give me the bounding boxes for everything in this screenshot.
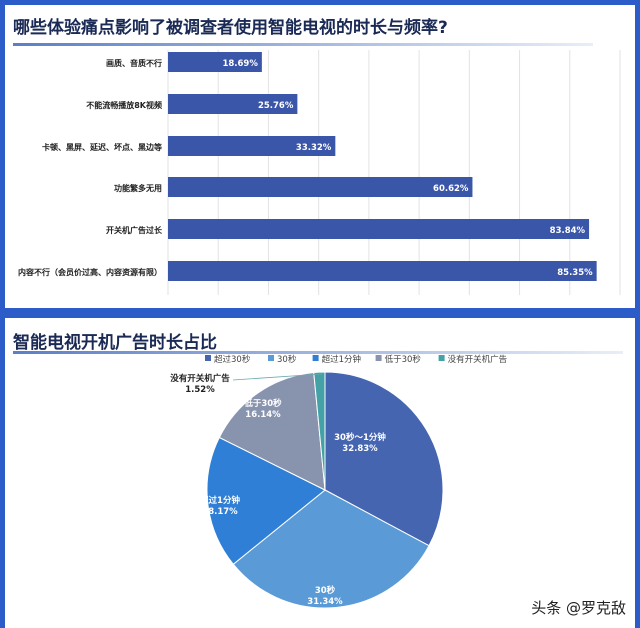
category-label: 内容不行（会员价过高、内容资源有限） bbox=[18, 267, 162, 277]
legend-swatch bbox=[438, 355, 445, 361]
slice-label: 没有开关机广告 bbox=[170, 373, 230, 384]
leader-line bbox=[232, 373, 323, 381]
legend-swatch bbox=[312, 355, 319, 361]
legend-item: 没有开关机广告 bbox=[448, 354, 508, 365]
bar bbox=[168, 177, 473, 197]
data-label: 33.32% bbox=[296, 143, 332, 153]
data-label: 83.84% bbox=[550, 226, 586, 236]
pie-slice bbox=[206, 436, 326, 565]
bar bbox=[168, 94, 298, 114]
slice-label: 低于30秒 bbox=[243, 398, 282, 409]
title-underline bbox=[13, 351, 623, 354]
data-label: 60.62% bbox=[433, 184, 469, 194]
slice-label: 30秒 bbox=[315, 585, 336, 596]
data-label: 85.35% bbox=[557, 268, 593, 278]
pie-slice bbox=[232, 489, 430, 609]
bar bbox=[168, 52, 262, 72]
legend-item: 30秒 bbox=[277, 354, 297, 365]
pie-chart-panel: 智能电视开机广告时长占比 超过30秒 30秒 超过1分钟 低于30秒 没有开关机广告 30… bbox=[5, 318, 635, 628]
pie-slice bbox=[313, 371, 326, 491]
bar bbox=[168, 261, 597, 281]
slice-value: 32.83% bbox=[342, 444, 378, 454]
category-label: 不能流畅播放8K视频 bbox=[86, 100, 162, 110]
pie-chart-title: 智能电视开机广告时长占比 bbox=[13, 333, 217, 353]
data-label: 18.69% bbox=[222, 59, 258, 69]
category-label: 开关机广告过长 bbox=[106, 225, 163, 235]
slice-value: 18.17% bbox=[202, 507, 238, 517]
legend-swatch bbox=[268, 355, 274, 361]
category-label: 画质、音质不行 bbox=[106, 58, 162, 68]
category-label: 卡顿、黑屏、延迟、坏点、黑边等 bbox=[42, 142, 162, 152]
category-label: 功能繁多无用 bbox=[114, 183, 162, 193]
slice-value: 16.14% bbox=[245, 410, 281, 420]
bar-chart-panel: 哪些体验痛点影响了被调查者使用智能电视的时长与频率? 画质、音质不行 18.69%… bbox=[5, 5, 635, 308]
data-label: 25.76% bbox=[258, 101, 294, 111]
slice-label: 超过1分钟 bbox=[199, 495, 240, 506]
pie-slice bbox=[324, 371, 444, 547]
watermark: 头条 @罗克敌 bbox=[531, 599, 626, 617]
bar-chart: 画质、音质不行 18.69% 不能流畅播放8K视频 25.76% 卡顿、黑屏、延迟、坏点… bbox=[18, 50, 621, 295]
pie-slice bbox=[218, 371, 326, 491]
slice-value: 31.34% bbox=[307, 597, 343, 607]
legend-swatch bbox=[375, 355, 382, 361]
bar bbox=[168, 219, 590, 239]
legend-item: 超过30秒 bbox=[214, 354, 251, 365]
slice-value: 1.52% bbox=[185, 385, 215, 395]
legend-item: 低于30秒 bbox=[385, 354, 422, 365]
legend-item: 超过1分钟 bbox=[322, 354, 361, 365]
title-underline bbox=[13, 43, 593, 46]
bar-chart-title: 哪些体验痛点影响了被调查者使用智能电视的时长与频率? bbox=[13, 18, 448, 38]
legend-swatch bbox=[205, 355, 211, 361]
bar bbox=[168, 136, 336, 156]
slice-label: 30秒～1分钟 bbox=[334, 432, 386, 443]
pie-chart: 超过30秒 30秒 超过1分钟 低于30秒 没有开关机广告30秒～1分钟32.83%30… bbox=[170, 354, 508, 609]
